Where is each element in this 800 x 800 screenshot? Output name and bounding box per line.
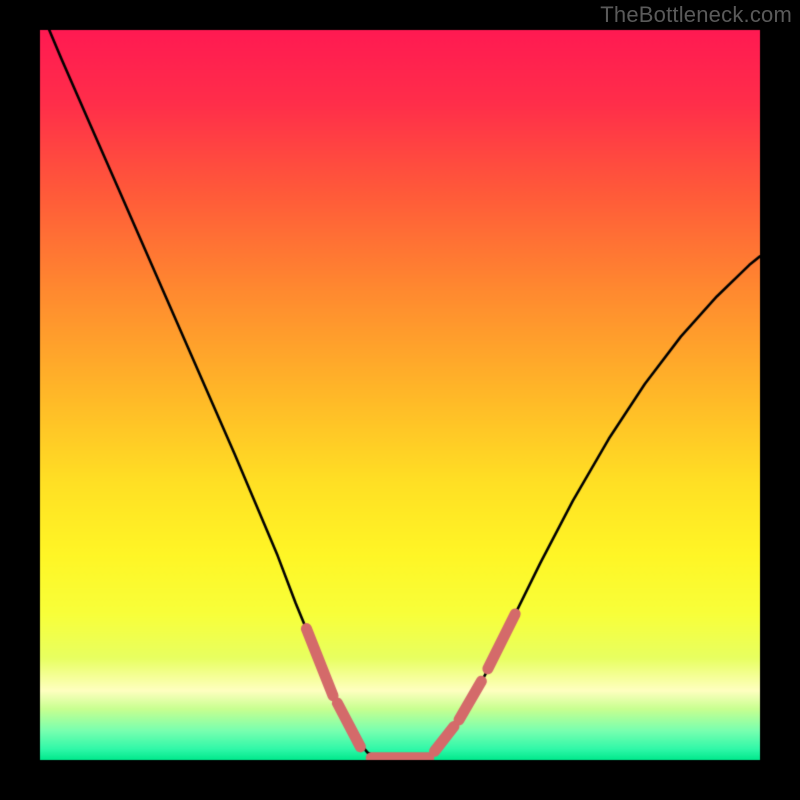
bottleneck-curve-chart	[0, 0, 800, 800]
watermark-text: TheBottleneck.com	[600, 2, 792, 28]
chart-container: { "watermark": { "text": "TheBottleneck.…	[0, 0, 800, 800]
